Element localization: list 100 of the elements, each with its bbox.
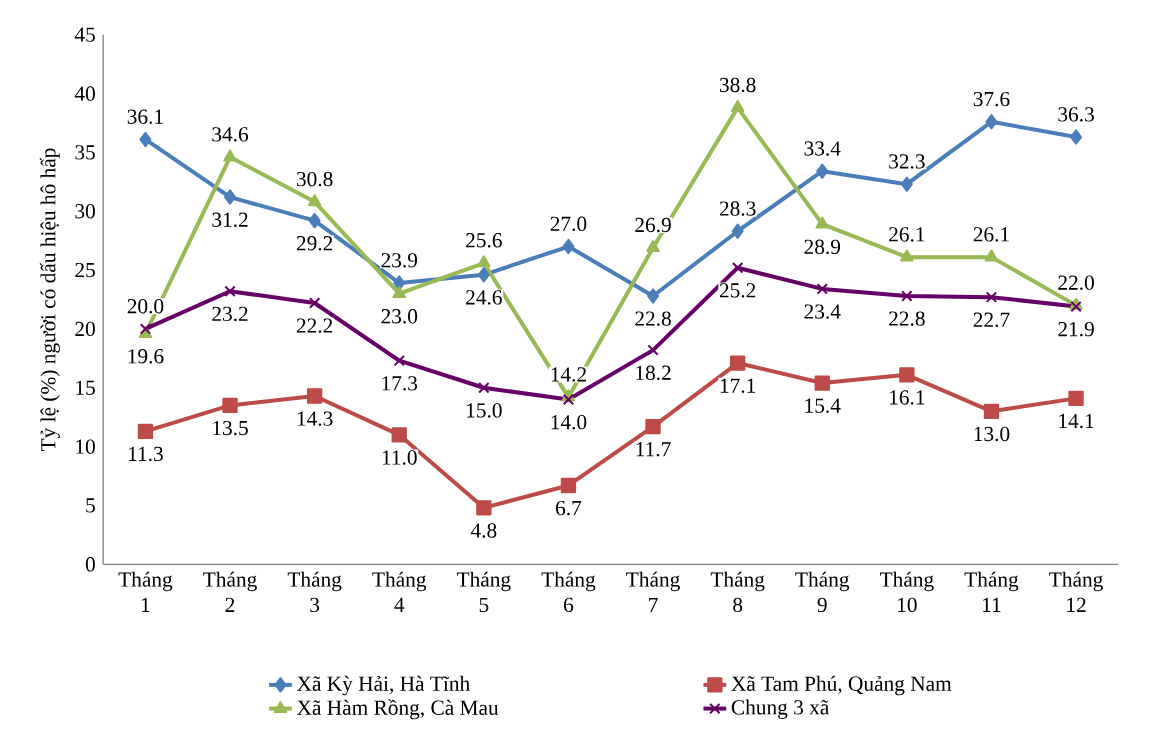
y-tick-label: 25 [75,263,95,278]
point [816,283,828,295]
point [645,419,661,435]
legend-label: Xã Hàm Rồng, Cà Mau [297,699,499,720]
point [900,249,914,262]
data-label: 23.2 [212,306,248,322]
point [137,423,154,440]
x-tick-label: Tháng 6 [541,571,596,613]
point [816,163,829,179]
point [306,388,323,404]
point [224,189,237,205]
x-tick-label: Tháng 4 [372,571,427,613]
x-tick-label: Tháng 7 [626,571,680,613]
data-label: 26.9 [635,217,671,233]
point [646,240,660,253]
point [731,223,744,240]
point [560,477,577,494]
point [307,194,322,207]
point [562,393,575,406]
data-label: 25.2 [719,283,756,298]
point [1070,129,1083,145]
data-label: 23.0 [381,309,418,324]
point [1068,390,1084,407]
point [476,500,492,516]
data-label: 22.8 [635,311,671,327]
data-label: 16.1 [890,390,925,405]
data-label: 22.8 [889,311,925,327]
y-tick-label: 40 [74,86,95,101]
data-label: 18.2 [636,365,671,381]
data-label: 37.6 [973,92,1010,107]
x-tick-label: Tháng 10 [879,571,934,613]
y-tick-label: 0 [85,557,95,572]
point [647,344,659,356]
data-label: 36.1 [127,109,163,125]
data-label: 28.9 [804,239,841,255]
point [814,375,830,391]
data-label: 11.7 [636,442,671,457]
point [222,397,238,414]
data-label: 26.1 [889,227,925,242]
point [730,100,745,113]
point [223,149,237,162]
data-label: 15.4 [805,398,841,414]
point [731,262,744,274]
y-axis-title: Tỷ lệ (%) người có dấu hiệu hô hấp [39,148,60,452]
point [391,427,407,443]
point [562,238,575,255]
point [985,114,998,130]
data-label: 23.4 [804,304,841,319]
legend-label: Xã Tam Phú, Quảng Nam [731,675,952,696]
y-tick-label: 20 [75,321,95,337]
point [139,323,152,335]
x-tick-label: Tháng 11 [964,571,1019,613]
data-label: 28.3 [719,201,756,216]
legend-label: Xã Kỳ Hải, Hà Tĩnh [297,675,470,696]
x-tick-label: Tháng 2 [203,571,257,613]
point [477,267,490,283]
data-label: 25.6 [466,233,502,248]
point [477,255,491,268]
data-label: 17.3 [382,376,418,391]
data-label: 38.8 [720,77,756,93]
data-label: 15.0 [467,403,502,418]
point [393,355,405,367]
data-label: 36.3 [1058,107,1094,122]
data-label: 17.1 [720,378,756,394]
data-label: 11.3 [129,446,163,462]
point [647,288,660,304]
data-label: 22.7 [973,312,1010,328]
data-label: 4.8 [470,523,497,538]
y-tick-label: 15 [76,380,95,396]
data-label: 27.0 [550,216,587,232]
y-tick-label: 35 [75,145,95,160]
data-label: 30.8 [296,172,333,187]
y-tick-label: 5 [86,498,95,513]
data-label: 34.6 [212,127,249,142]
point [729,355,746,371]
x-tick-label: Tháng 1 [118,571,173,613]
data-label: 23.9 [381,253,418,268]
data-label: 19.6 [128,349,164,364]
data-label: 13.5 [213,421,248,436]
data-label: 29.2 [296,236,333,251]
data-label: 31.2 [212,212,248,228]
data-label: 32.3 [889,154,925,169]
y-tick-label: 10 [76,439,95,454]
point [478,382,490,394]
point [983,403,1000,420]
point [900,176,913,192]
data-label: 20.0 [127,299,164,314]
point [392,286,407,299]
y-tick-label: 30 [75,204,95,219]
data-label: 14.1 [1059,413,1094,429]
data-label: 14.0 [551,415,587,430]
data-label: 11.0 [382,450,417,465]
x-tick-label: Tháng 8 [710,571,765,613]
data-label: 22.0 [1058,275,1094,291]
data-label: 13.0 [974,426,1010,442]
x-tick-label: Tháng 9 [795,571,850,613]
y-tick-label: 45 [74,27,95,42]
data-label: 14.3 [297,411,333,427]
data-label: 14.2 [551,367,586,382]
data-label: 21.9 [1058,322,1094,337]
